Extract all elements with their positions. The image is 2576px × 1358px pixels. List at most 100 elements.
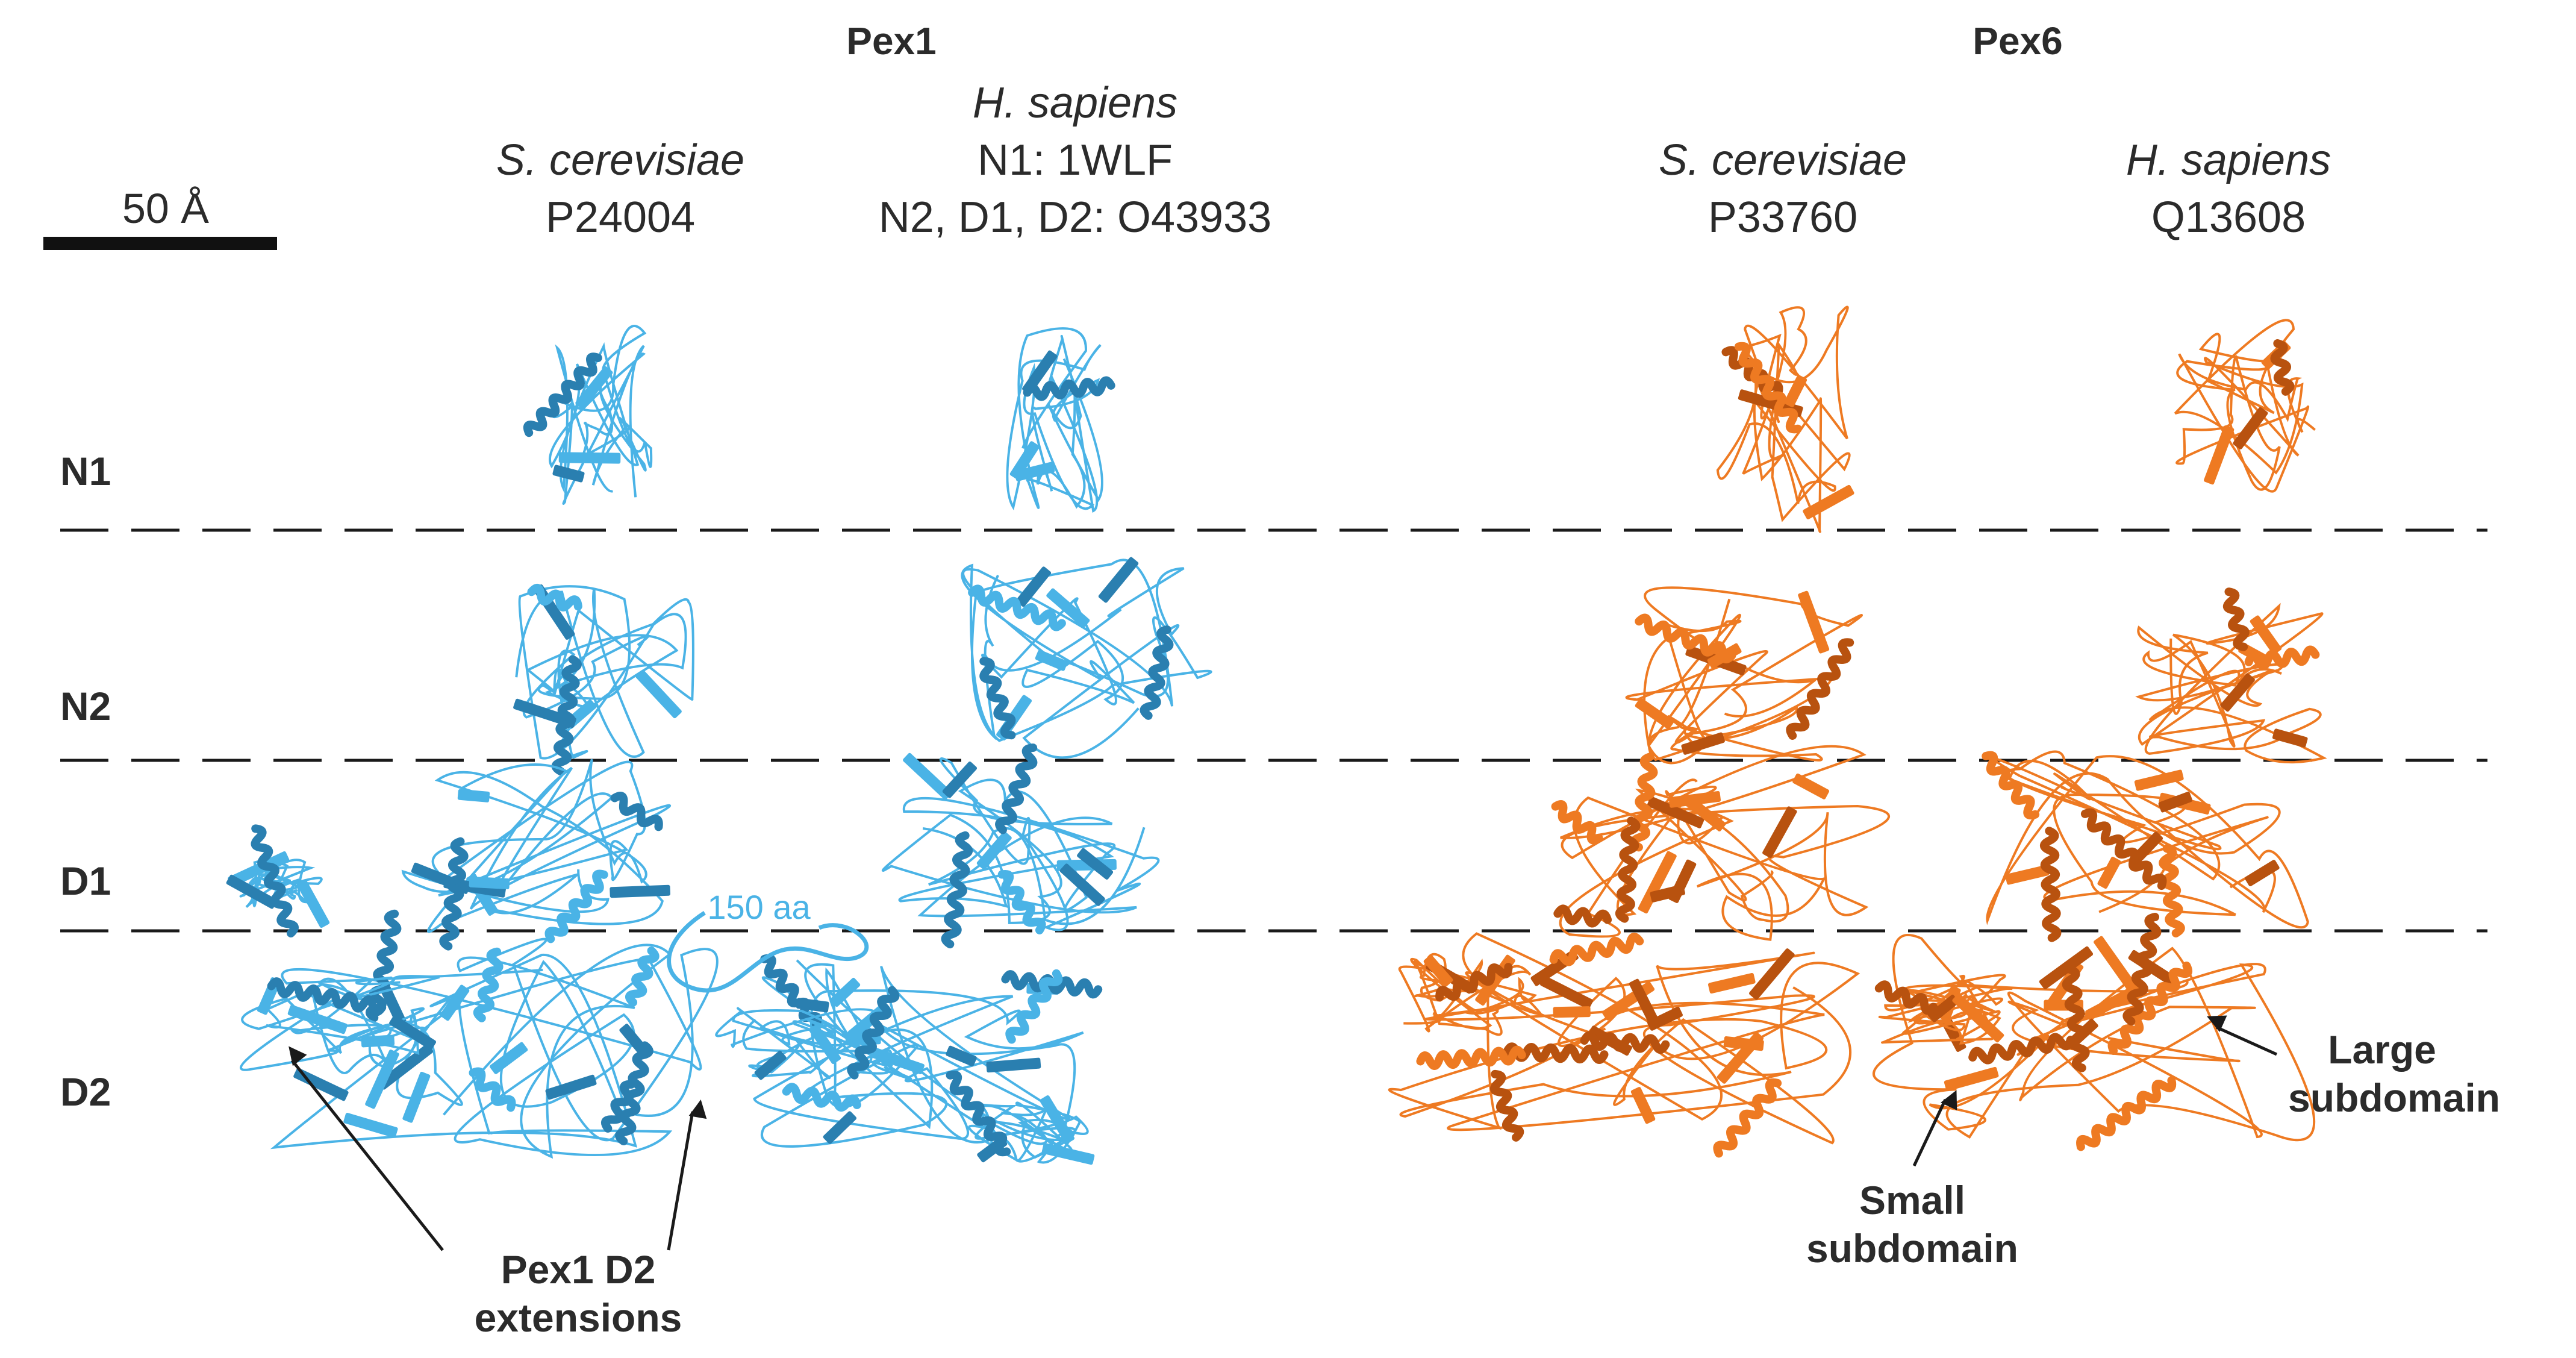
alpha-helix: [439, 837, 469, 951]
arrow-pex1-ext-left: [288, 1046, 444, 1251]
alpha-helix: [1416, 1045, 1526, 1070]
beta-strand: [1040, 1095, 1075, 1144]
beta-strand: [2245, 860, 2280, 887]
beta-strand: [2272, 728, 2308, 748]
pex6-sc-n1-ribbon: [1716, 305, 1854, 533]
loop-trace: [401, 759, 672, 933]
beta-strand: [2085, 983, 2144, 1021]
beta-strand: [287, 1004, 348, 1034]
arrow-large-subdomain: [2207, 1015, 2278, 1056]
loop-trace: [1398, 953, 1542, 1036]
beta-strand: [1650, 884, 1685, 903]
beta-strand: [1553, 1006, 1591, 1018]
column-id-pex1-hs-rest: N2, D1, D2: O43933: [879, 193, 1271, 242]
beta-strand: [1638, 851, 1677, 914]
beta-strand: [440, 984, 470, 1021]
pex6-hs-structure: [1873, 319, 2327, 1151]
loop-trace: [1716, 305, 1851, 533]
beta-strand: [1059, 863, 1105, 906]
beta-strand: [513, 698, 576, 728]
beta-strand: [1635, 698, 1674, 730]
label-large-line1: Large: [2328, 1027, 2436, 1072]
pex1-sc-n2-ribbon: [513, 584, 694, 776]
pex6-sc-extra-0-ribbon: [1398, 953, 1542, 1036]
beta-strand: [610, 884, 670, 898]
alpha-helix: [2222, 587, 2250, 651]
alpha-helix: [2076, 1076, 2177, 1151]
alpha-helix: [782, 1083, 861, 1112]
alpha-helix: [946, 1070, 1011, 1157]
beta-strand: [2134, 769, 2184, 791]
beta-strand: [1684, 795, 1726, 831]
pex1-hs-d1-ribbon: [881, 743, 1160, 949]
beta-strand: [809, 1024, 841, 1065]
alpha-helix: [2080, 808, 2167, 890]
column-id-pex1-sc: P24004: [546, 193, 695, 242]
column-id-pex1-hs-n1: N1: 1WLF: [978, 136, 1173, 184]
alpha-helix: [968, 584, 1066, 631]
alpha-helix: [523, 352, 602, 437]
beta-strand: [1014, 462, 1055, 481]
alpha-helix: [551, 655, 582, 776]
alpha-helix: [2270, 339, 2295, 396]
alpha-helix: [625, 947, 660, 1007]
loop-trace: [2174, 319, 2316, 493]
beta-strand: [1784, 375, 1807, 408]
beta-strand: [976, 831, 1012, 870]
row-label-d1: D1: [60, 859, 111, 903]
pex6-hs-extra-0-ribbon: [1874, 974, 2013, 1045]
beta-strand: [635, 669, 682, 719]
linker-150aa-label: 150 aa: [707, 888, 811, 926]
alpha-helix: [1713, 1078, 1782, 1158]
beta-strand: [575, 366, 613, 410]
beta-strand: [1046, 588, 1090, 628]
column-species-pex6-sc: S. cerevisiae: [1659, 136, 1907, 184]
pex1-hs-n1-ribbon: [1006, 327, 1115, 513]
beta-strand: [293, 1068, 349, 1101]
alpha-helix: [267, 977, 387, 1016]
beta-strand: [343, 1112, 398, 1138]
label-large-line2: subdomain: [2288, 1075, 2500, 1120]
column-id-pex6-hs: Q13608: [2151, 193, 2306, 242]
beta-strand: [1792, 773, 1830, 799]
alpha-helix: [544, 869, 608, 943]
beta-strand: [1798, 590, 1830, 654]
column-species-pex6-hs: H. sapiens: [2126, 136, 2331, 184]
beta-strand: [2220, 673, 2255, 712]
alpha-helix: [1982, 751, 2040, 820]
pex1-hs-n2-ribbon: [961, 557, 1212, 759]
beta-strand: [1035, 649, 1068, 671]
beta-strand: [1681, 732, 1725, 755]
label-pex1-ext-line1: Pex1 D2: [501, 1247, 656, 1292]
pex6-sc-structure: [1388, 305, 1890, 1158]
label-pex1-ext-line2: extensions: [475, 1295, 682, 1340]
arrow-small-subdomain: [1912, 1090, 1957, 1167]
beta-strand: [1707, 972, 1756, 994]
beta-strand: [1629, 978, 1658, 1024]
alpha-helix: [997, 869, 1046, 934]
beta-strand: [469, 876, 510, 889]
alpha-helix: [366, 909, 402, 1022]
beta-strand: [296, 879, 330, 928]
alpha-helix: [1553, 904, 1612, 928]
pex6-sc-d2-ribbon: [1388, 932, 1860, 1158]
alpha-helix: [1580, 1031, 1670, 1054]
alpha-helix: [847, 986, 900, 1080]
group-title-pex6: Pex6: [1973, 19, 2062, 63]
alpha-helix: [1551, 800, 1603, 845]
alpha-helix: [2122, 913, 2162, 1026]
beta-strand: [402, 1071, 431, 1123]
beta-strand: [2250, 615, 2282, 655]
alpha-helix: [1140, 625, 1174, 720]
beta-strand: [1077, 848, 1114, 880]
beta-strand: [1803, 484, 1854, 519]
pex1-sc-d1-ribbon: [401, 759, 672, 951]
beta-strand: [1009, 441, 1040, 480]
loop-trace: [715, 1007, 912, 1080]
beta-strand: [545, 1074, 597, 1100]
pex6-sc-n2-ribbon: [1625, 586, 1863, 765]
loop-trace: [1986, 750, 2309, 929]
column-species-pex1-hs: H. sapiens: [973, 79, 1177, 127]
beta-strand: [1540, 975, 1593, 1010]
